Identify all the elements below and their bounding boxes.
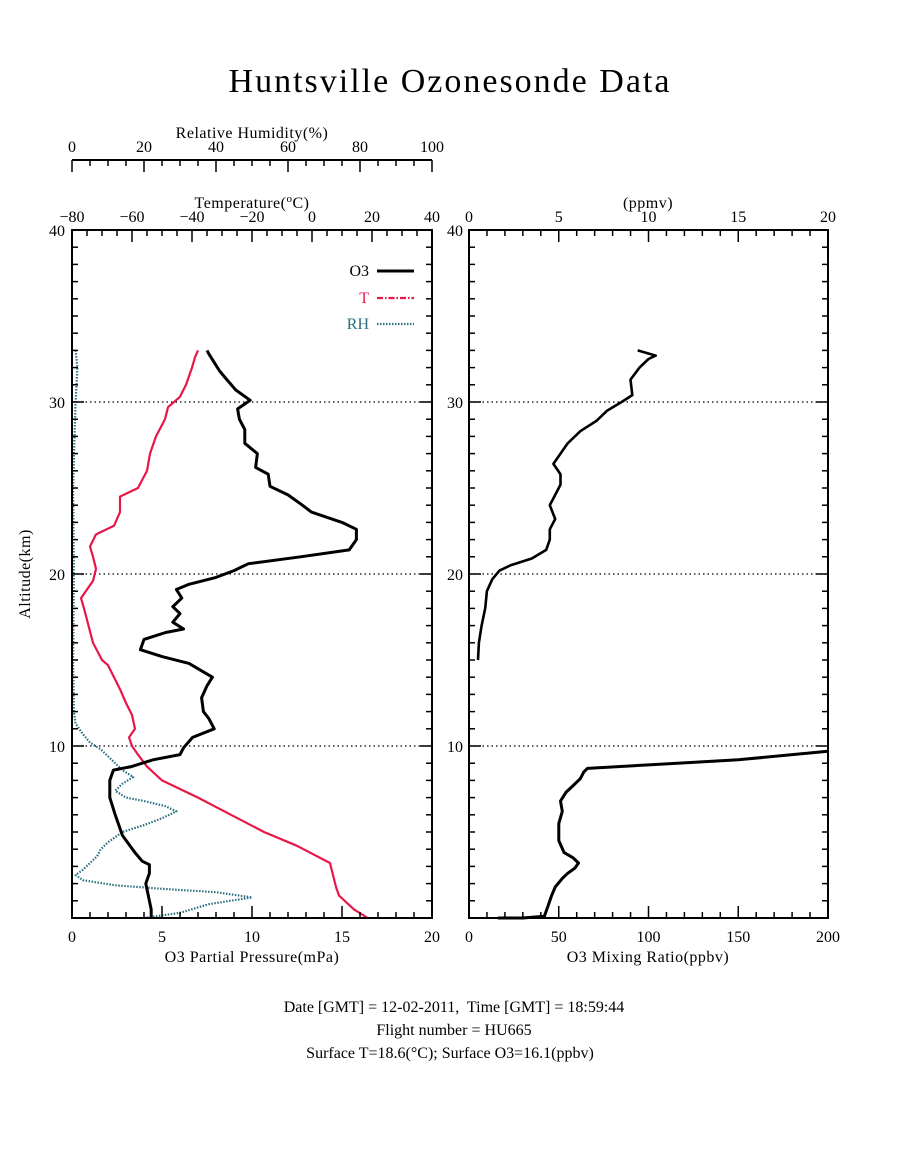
rh-tick-label: 40: [208, 139, 224, 156]
left-ticks-group: 0 5 10 15 20 −80 −60 −40 −20 0 20 40 0 20 40 60 80 100 10 2…: [49, 139, 444, 946]
o3-pressure-tick-label: 0: [68, 929, 76, 946]
y-tick-label: 10: [49, 739, 65, 756]
o3-mixing-ratio-ppmv-line: [476, 349, 657, 661]
left-panel: 0 5 10 15 20 −80 −60 −40 −20 0 20 40 0 20 40 60 80 100 10 2…: [17, 125, 444, 966]
o3-pressure-axis-label: O3 Partial Pressure(mPa): [165, 949, 340, 966]
rh-axis-label: Relative Humidity(%): [176, 125, 329, 142]
o3-partial-pressure-line: [108, 349, 358, 918]
chart-title: Huntsville Ozonesonde Data: [229, 63, 672, 100]
o3-mixing-ratio-ppbv-line: [497, 749, 829, 920]
temperature-tick-label: 20: [364, 209, 380, 226]
ppmv-tick-label: 0: [465, 209, 473, 226]
right-reference-lines: [469, 401, 828, 747]
y-tick-label: 30: [447, 395, 463, 412]
o3-pressure-tick-label: 10: [244, 929, 260, 946]
ppmv-axis-label: (ppmv): [623, 195, 673, 212]
footer-date-time: Date [GMT] = 12-02-2011, Time [GMT] = 18…: [284, 999, 625, 1016]
rh-tick-label: 100: [420, 139, 444, 156]
temperature-series-line: [79, 349, 369, 919]
temperature-tick-label: −80: [59, 209, 84, 226]
y-tick-label: 20: [447, 567, 463, 584]
left-reference-lines: [72, 401, 432, 747]
temperature-tick-label: 40: [424, 209, 440, 226]
rh-tick-label: 80: [352, 139, 368, 156]
temperature-axis-label: Temperature(oC): [195, 193, 310, 212]
mixing-ratio-tick-label: 50: [551, 929, 567, 946]
right-ticks-group: 0 50 100 150 200 0 5 10 15 20 10 20 30 40: [447, 209, 840, 946]
temperature-axis-label-post: C): [292, 195, 309, 212]
ppmv-tick-label: 10: [641, 209, 657, 226]
left-series-group: [72, 349, 369, 920]
rh-axis: Relative Humidity(%): [72, 125, 432, 161]
mixing-ratio-tick-label: 150: [726, 929, 750, 946]
y-tick-label: 40: [49, 223, 65, 240]
legend: O3 T RH: [347, 263, 414, 333]
temperature-tick-label: −20: [239, 209, 264, 226]
rh-tick-label: 0: [68, 139, 76, 156]
mixing-ratio-tick-label: 100: [637, 929, 661, 946]
temperature-tick-label: 0: [308, 209, 316, 226]
ppmv-tick-label: 20: [820, 209, 836, 226]
o3-pressure-tick-label: 15: [334, 929, 350, 946]
legend-label-rh: RH: [347, 316, 370, 333]
right-plot-frame: [468, 229, 829, 919]
y-tick-label: 20: [49, 567, 65, 584]
y-tick-label: 30: [49, 395, 65, 412]
temperature-axis-label-pre: Temperature(: [195, 195, 287, 212]
mixing-ratio-tick-label: 200: [816, 929, 840, 946]
temperature-tick-label: −60: [119, 209, 144, 226]
footer-surface-values: Surface T=18.6(°C); Surface O3=16.1(ppbv…: [306, 1045, 594, 1062]
ppmv-tick-label: 5: [555, 209, 563, 226]
legend-label-o3: O3: [349, 263, 369, 280]
legend-label-t: T: [359, 290, 369, 307]
footer-flight-number: Flight number = HU665: [376, 1022, 531, 1039]
y-tick-label: 10: [447, 739, 463, 756]
mixing-ratio-tick-label: 0: [465, 929, 473, 946]
temperature-tick-label: −40: [179, 209, 204, 226]
temperature-axis-label-degree: o: [286, 193, 292, 205]
rh-tick-label: 20: [136, 139, 152, 156]
right-panel: 0 50 100 150 200 0 5 10 15 20 10 20 30 40 (ppmv) O3 M…: [447, 195, 840, 966]
right-series-group: [476, 349, 829, 920]
rh-tick-label: 60: [280, 139, 296, 156]
ppmv-tick-label: 15: [730, 209, 746, 226]
o3-pressure-tick-label: 5: [158, 929, 166, 946]
y-tick-label: 40: [447, 223, 463, 240]
o3-mixing-ratio-axis-label: O3 Mixing Ratio(ppbv): [567, 949, 730, 966]
altitude-axis-label: Altitude(km): [17, 529, 34, 619]
o3-pressure-tick-label: 20: [424, 929, 440, 946]
